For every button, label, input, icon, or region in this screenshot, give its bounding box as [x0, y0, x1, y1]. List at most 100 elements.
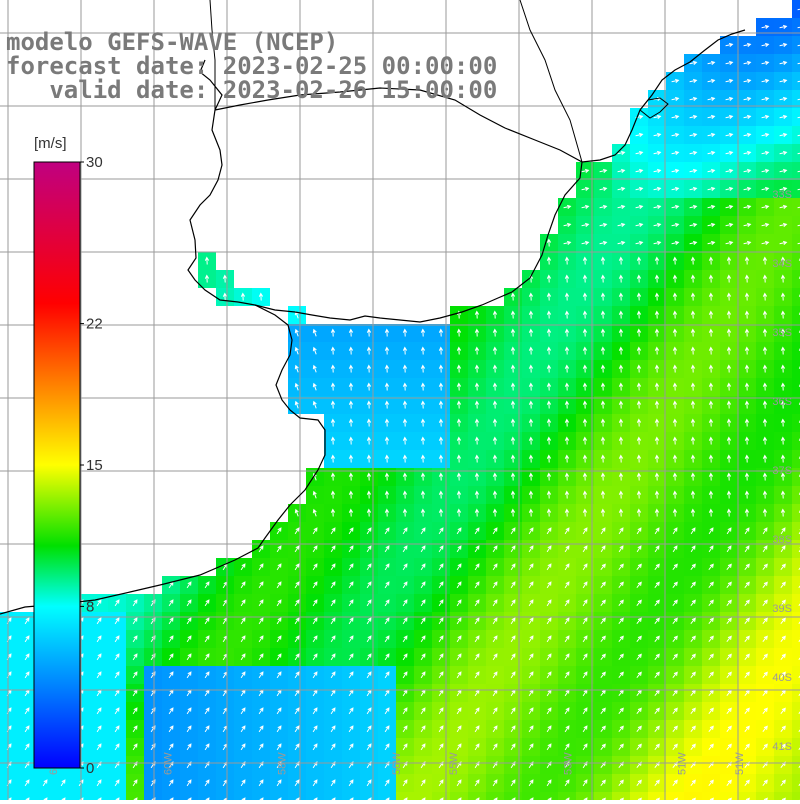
wind-arrow [24, 671, 30, 679]
wind-arrow [761, 96, 770, 101]
wind-arrow [528, 545, 534, 553]
wind-arrow [689, 204, 698, 209]
wind-arrow [168, 635, 174, 643]
colorbar-tick-label: 0 [86, 760, 94, 777]
wind-arrow [564, 364, 570, 373]
wind-arrow [366, 508, 372, 517]
wind-arrow [528, 581, 534, 589]
wind-arrow [312, 490, 317, 499]
wind-arrow [780, 454, 786, 463]
wind-speed-cell [792, 522, 800, 540]
wind-arrow [258, 581, 264, 589]
wind-arrow [582, 671, 588, 679]
wind-arrow [672, 292, 678, 301]
wind-arrow [348, 707, 354, 715]
wind-arrow [546, 472, 552, 481]
wind-arrow [456, 779, 462, 787]
wind-arrow [690, 545, 696, 553]
wind-arrow [456, 508, 462, 517]
wind-arrow [707, 132, 716, 137]
wind-arrow [600, 292, 606, 301]
wind-arrow [384, 581, 390, 589]
wind-arrow [312, 671, 318, 679]
wind-arrow [456, 454, 462, 463]
wind-arrow [671, 222, 680, 227]
wind-arrow [707, 240, 716, 245]
wind-arrow [743, 204, 752, 209]
wind-arrow [492, 581, 498, 589]
wind-arrow [384, 490, 390, 499]
wind-arrow [330, 725, 336, 733]
wind-arrow [348, 436, 354, 445]
wind-arrow [744, 617, 750, 625]
wind-arrow [672, 400, 678, 409]
wind-arrow [132, 671, 138, 679]
wind-arrow [330, 400, 336, 409]
wind-arrow [743, 186, 752, 191]
wind-arrow [635, 168, 644, 173]
wind-arrow [743, 150, 752, 155]
wind-arrow [618, 527, 624, 535]
wind-arrow [186, 725, 192, 733]
wind-arrow [744, 635, 750, 643]
wind-arrow [780, 635, 786, 643]
wind-arrow [456, 472, 462, 481]
wind-arrow [402, 527, 408, 535]
wind-speed-cell [792, 108, 800, 126]
wind-arrow [474, 400, 480, 409]
wind-arrow [348, 527, 354, 535]
wind-arrow [240, 581, 246, 589]
wind-arrow [707, 222, 716, 227]
wind-arrow [563, 240, 572, 245]
wind-arrow [797, 8, 800, 11]
wind-arrow [761, 204, 770, 209]
wind-arrow [366, 545, 372, 553]
wind-arrow [492, 508, 498, 517]
wind-arrow [780, 418, 786, 427]
wind-arrow [528, 508, 534, 517]
colorbar-tick-label: 30 [86, 154, 103, 171]
wind-arrow [726, 328, 732, 337]
latitude-label: 35S [772, 327, 792, 339]
wind-arrow [348, 671, 354, 679]
wind-arrow [420, 328, 426, 337]
wind-arrow [654, 743, 660, 751]
wind-arrow [366, 599, 372, 607]
wind-speed-cell [792, 270, 800, 288]
wind-arrow [636, 527, 642, 535]
wind-arrow [546, 400, 552, 409]
wind-arrow [672, 346, 678, 355]
wind-arrow [402, 382, 408, 391]
wind-arrow [708, 472, 714, 481]
wind-arrow [546, 436, 552, 445]
wind-arrow [690, 256, 696, 265]
wind-speed-cell [792, 486, 800, 504]
wind-speed-cell [792, 54, 800, 72]
wind-arrow [797, 44, 800, 47]
wind-arrow [672, 328, 678, 337]
wind-arrow [690, 364, 696, 373]
longitude-label: 60W [162, 752, 174, 775]
wind-speed-cell [792, 648, 800, 666]
wind-speed-cell [792, 396, 800, 414]
wind-arrow [654, 671, 660, 679]
wind-arrow [600, 364, 606, 373]
wind-arrow [582, 400, 588, 409]
wind-arrow [420, 545, 426, 553]
wind-arrow [780, 436, 786, 445]
wind-arrow [456, 671, 462, 679]
wind-arrow [743, 132, 752, 137]
wind-arrow [510, 490, 516, 499]
wind-arrow [761, 42, 770, 47]
wind-arrow [456, 653, 462, 661]
wind-arrow [744, 346, 750, 355]
wind-arrow [276, 545, 282, 553]
wind-arrow [456, 346, 462, 355]
wind-arrow [708, 617, 714, 625]
wind-arrow [474, 436, 480, 445]
wind-arrow [204, 779, 210, 787]
wind-speed-cell [792, 558, 800, 576]
wind-arrow [582, 599, 588, 607]
wind-arrow [546, 238, 552, 247]
